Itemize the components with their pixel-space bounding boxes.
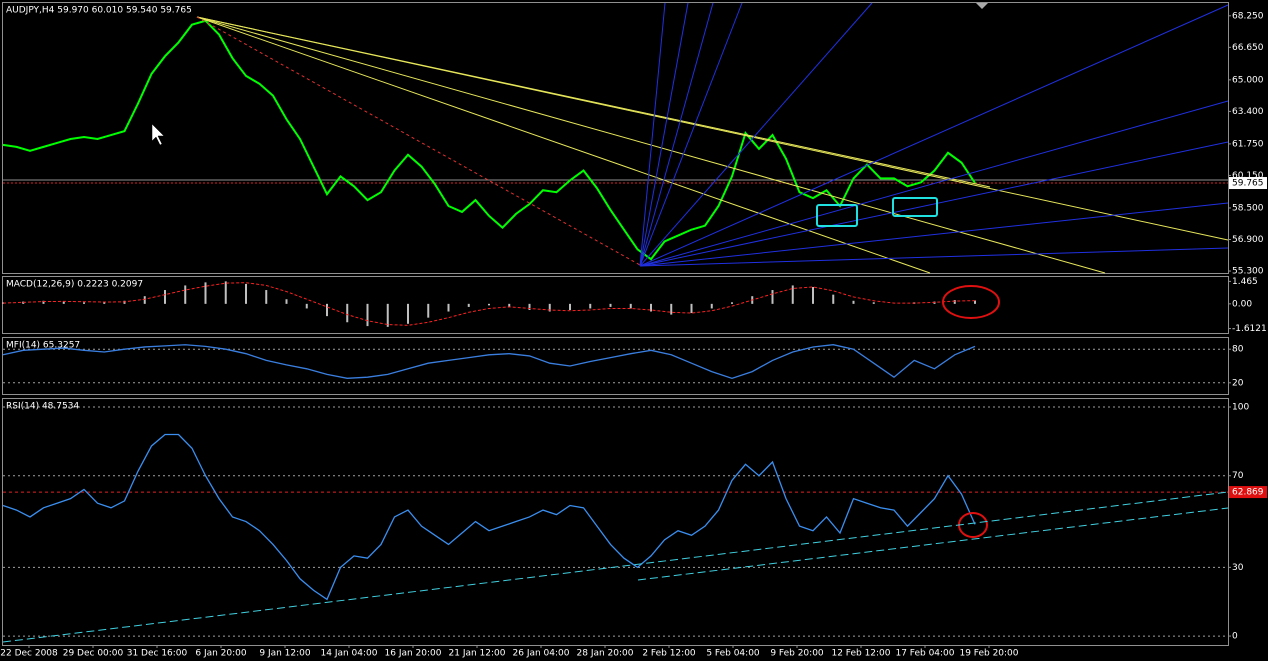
red-trend-line: [196, 16, 641, 266]
y-tick-label: 80: [1232, 345, 1244, 355]
price-frame: [2, 2, 1229, 274]
x-tick-label: 6 Jan 20:00: [195, 649, 247, 659]
y-tick-label: 65.000: [1232, 75, 1264, 85]
trend-line: [637, 507, 1229, 581]
macd-frame: [2, 276, 1229, 334]
x-tick-label: 31 Dec 16:00: [127, 649, 188, 659]
signal-line: [2, 282, 976, 326]
x-tick-label: 17 Feb 04:00: [895, 649, 954, 659]
fan-line: [639, 2, 714, 267]
y-tick-label: 1.465: [1232, 277, 1258, 287]
panel-title: MACD(12,26,9) 0.2223 0.2097: [6, 280, 143, 290]
series-line: [2, 19, 976, 261]
y-tick-label: 68.250: [1232, 11, 1264, 21]
fan-line: [639, 2, 743, 267]
blue-fan: [639, 2, 1229, 267]
trend-line: [2, 491, 1229, 643]
y-tick-label: 56.900: [1232, 235, 1264, 245]
x-tick-label: 26 Jan 04:00: [513, 649, 570, 659]
y-tick-label: 66.650: [1232, 43, 1264, 53]
y-tick-label: -1.6121: [1232, 324, 1267, 334]
y-tick-label: 61.750: [1232, 139, 1264, 149]
fan-line: [639, 247, 1229, 267]
fan-line: [639, 141, 1229, 267]
y-tick-label: 100: [1232, 403, 1249, 413]
fan-line: [639, 4, 1229, 267]
fan-line: [639, 2, 666, 267]
y-tick-label: 70: [1232, 471, 1244, 481]
rsi-frame: [2, 398, 1229, 646]
price-label-box: [1229, 177, 1267, 190]
y-tick-label: 20: [1232, 378, 1244, 388]
highlight-box: [816, 204, 858, 227]
fan-line: [196, 16, 1229, 241]
y-tick-label: 60.150: [1232, 171, 1264, 181]
shift-marker: [976, 3, 988, 9]
fan-line: [639, 2, 873, 267]
x-tick-label: 21 Jan 12:00: [449, 649, 506, 659]
panel-frames: [2, 2, 1229, 646]
x-tick-label: 2 Feb 12:00: [642, 649, 696, 659]
y-tick-label: 55.300: [1232, 267, 1264, 277]
x-tick-label: 9 Jan 12:00: [259, 649, 311, 659]
price-label: 59.765: [1232, 179, 1264, 189]
y-tick-label: 63.400: [1232, 107, 1264, 117]
x-tick-label: 28 Jan 20:00: [577, 649, 634, 659]
series-line: [2, 344, 976, 380]
highlight-box: [892, 197, 938, 217]
series-line: [2, 433, 976, 601]
panel-title: AUDJPY,H4 59.970 60.010 59.540 59.765: [6, 6, 192, 16]
panel-title: MFI(14) 65.3257: [6, 341, 80, 351]
drawing-objects: [2, 2, 1229, 643]
y-tick-label: 58.500: [1232, 203, 1264, 213]
y-tick-label: 0.00: [1232, 299, 1252, 309]
x-tick-label: 29 Dec 00:00: [63, 649, 124, 659]
panel-title: RSI(14) 48.7534: [6, 402, 79, 412]
highlight-circle: [942, 285, 1000, 319]
x-tick-label: 5 Feb 04:00: [706, 649, 760, 659]
x-tick-label: 12 Feb 12:00: [831, 649, 890, 659]
fan-line: [639, 2, 689, 267]
level-label: 62.869: [1232, 488, 1264, 498]
y-tick-label: 0: [1232, 632, 1238, 642]
x-tick-label: 22 Dec 2008: [0, 649, 58, 659]
mouse-cursor: [151, 123, 165, 146]
rsi-trendlines: [2, 491, 1229, 643]
mfi-frame: [2, 337, 1229, 395]
x-tick-label: 19 Feb 20:00: [959, 649, 1018, 659]
x-tick-label: 16 Jan 20:00: [385, 649, 442, 659]
fan-line: [639, 202, 1229, 267]
fan-line: [639, 100, 1229, 267]
y-tick-label: 30: [1232, 563, 1244, 573]
level-label-box: [1229, 486, 1267, 499]
x-tick-label: 14 Jan 04:00: [321, 649, 378, 659]
x-tick-label: 9 Feb 20:00: [770, 649, 824, 659]
